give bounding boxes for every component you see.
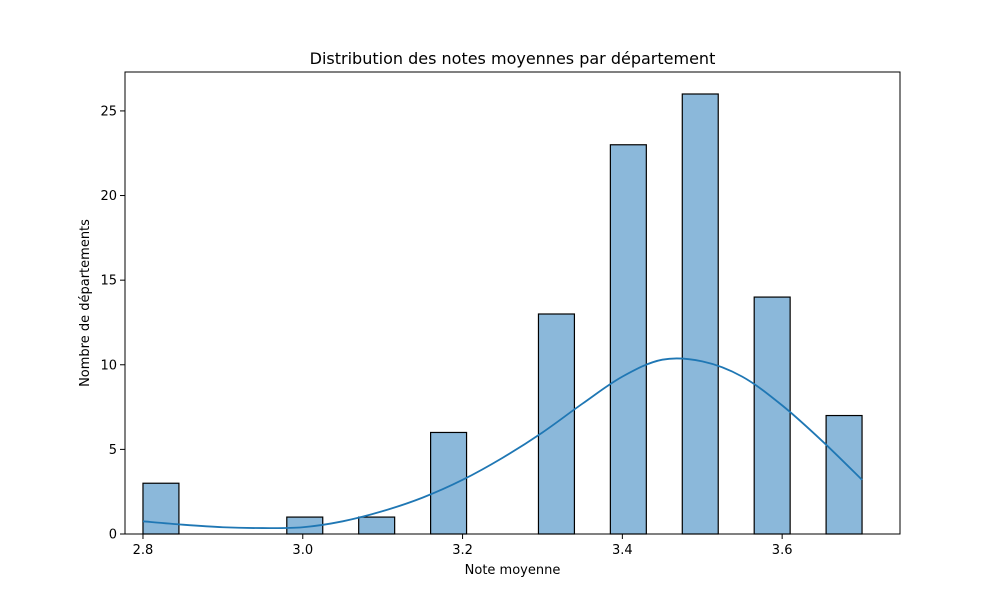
histogram-bar (753, 296, 791, 535)
y-axis-ticks: 0 5 10 15 20 25 (100, 104, 125, 543)
y-tick-label: 20 (100, 189, 117, 204)
x-tick-label: 3.2 (452, 543, 473, 558)
x-axis-label: Note moyenne (465, 563, 561, 578)
y-axis-label: Nombre de départements (78, 219, 93, 387)
histogram-bar (681, 93, 719, 535)
histogram-bar (358, 516, 396, 535)
y-tick-label: 15 (100, 274, 117, 289)
x-tick-label: 3.6 (772, 543, 793, 558)
y-tick-label: 10 (100, 358, 117, 373)
y-tick-label: 0 (109, 528, 117, 543)
histogram-bar (609, 144, 647, 535)
x-axis-ticks: 2.8 3.0 3.2 3.4 3.6 (133, 534, 793, 558)
histogram-bar (430, 431, 468, 535)
histogram-bar (142, 482, 180, 535)
y-tick-label: 25 (100, 104, 117, 119)
histogram-bar (537, 313, 576, 535)
plot-frame (124, 71, 901, 535)
bars-group (142, 93, 863, 535)
x-tick-label: 3.0 (292, 543, 313, 558)
x-tick-label: 3.4 (612, 543, 633, 558)
y-tick-label: 5 (109, 443, 117, 458)
x-tick-label: 2.8 (133, 543, 154, 558)
chart-title: Distribution des notes moyennes par dépa… (310, 49, 716, 68)
kde-curve (142, 357, 863, 530)
